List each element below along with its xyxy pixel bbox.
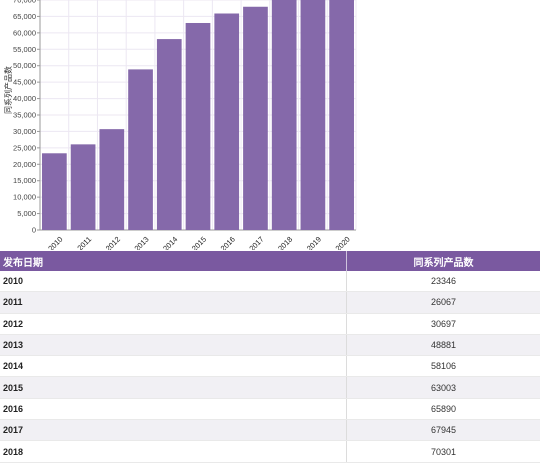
cell-count: 23346 [347,271,540,292]
y-tick-label: 55,000 [13,45,36,54]
x-tick-label: 2012 [104,235,122,250]
y-tick-label: 15,000 [13,176,36,185]
cell-date: 2010 [0,271,347,292]
x-tick-label: 2017 [247,235,265,250]
x-tick-label: 2013 [133,235,151,250]
y-tick-label: 20,000 [13,160,36,169]
cell-count: 58106 [347,356,540,377]
y-tick-label: 5,000 [17,209,36,218]
cell-date: 2011 [0,292,347,313]
cell-date: 2012 [0,313,347,334]
x-tick-label: 2011 [75,235,93,250]
bar [99,129,124,230]
cell-count: 30697 [347,313,540,334]
bar [42,153,67,230]
y-tick-label: 45,000 [13,78,36,87]
y-tick-label: 35,000 [13,111,36,120]
x-tick-label: 2016 [219,235,237,250]
y-tick-label: 30,000 [13,127,36,136]
bar [128,69,153,230]
y-axis-label: 同系列产品数 [3,66,13,114]
column-header-date: 发布日期 [0,251,347,271]
cell-count: 70301 [347,441,540,462]
bar-chart: 0 5,000 10,000 15,000 20,000 25,000 30,000 35,0… [0,0,360,250]
bar [157,39,182,230]
x-tick-label: 2018 [276,235,294,250]
cell-date: 2018 [0,441,347,462]
y-tick-label: 60,000 [13,28,36,37]
x-tick-label: 2014 [161,235,179,250]
cell-date: 2014 [0,356,347,377]
cell-count: 67945 [347,420,540,441]
bar [272,0,297,230]
cell-count: 48881 [347,334,540,355]
bar [186,23,211,230]
y-tick-label: 40,000 [13,94,36,103]
x-tick-label: 2019 [305,235,323,250]
y-tick-label: 50,000 [13,61,36,70]
bar [71,144,96,230]
cell-count: 26067 [347,292,540,313]
y-tick-label: 0 [32,226,36,235]
y-tick-label: 10,000 [13,193,36,202]
y-tick-label: 70,000 [13,0,36,5]
x-tick-label: 2010 [46,235,64,250]
x-tick-label: 2020 [334,235,352,250]
cell-date: 2017 [0,420,347,441]
cell-count: 63003 [347,377,540,398]
cell-date: 2016 [0,398,347,419]
bar [301,0,326,230]
cell-count: 65890 [347,398,540,419]
y-tick-label: 25,000 [13,143,36,152]
y-tick-label: 65,000 [13,12,36,21]
bar [329,0,354,230]
column-header-count: 同系列产品数 [347,251,540,271]
cell-date: 2013 [0,334,347,355]
cell-date: 2015 [0,377,347,398]
bar [214,14,239,230]
x-tick-label: 2015 [190,235,208,250]
table-header-row: 发布日期 同系列产品数 [0,251,540,271]
bar [243,7,268,230]
